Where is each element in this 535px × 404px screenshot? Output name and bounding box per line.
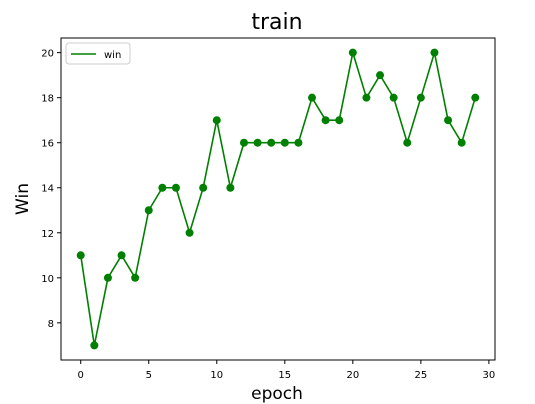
legend: win (65, 42, 131, 65)
data-point (212, 116, 221, 125)
data-point (403, 138, 412, 147)
legend-label: win (104, 50, 121, 61)
data-point (280, 138, 289, 147)
data-point (185, 228, 194, 237)
y-tick-label: 8 (48, 319, 54, 330)
series-line-win (79, 52, 477, 346)
x-tick-label: 10 (210, 370, 223, 381)
data-point (267, 138, 276, 147)
data-point (376, 71, 385, 80)
data-point (103, 273, 112, 282)
y-tick-label: 20 (41, 49, 54, 60)
x-tick-label: 0 (78, 370, 84, 381)
data-point (362, 93, 371, 102)
data-point (389, 93, 398, 102)
x-tick-label: 30 (483, 370, 496, 381)
data-point (171, 183, 180, 192)
data-point (158, 183, 167, 192)
legend-box (65, 42, 131, 65)
data-point (294, 138, 303, 147)
data-point (335, 116, 344, 125)
x-tick-label: 15 (278, 370, 291, 381)
x-tick-label: 5 (146, 370, 152, 381)
data-point (90, 341, 99, 350)
series-layer (76, 48, 480, 350)
data-point (239, 138, 248, 147)
data-point (76, 251, 85, 260)
x-axis: 0 5 10 15 20 25 30 (78, 360, 496, 381)
x-tick-label: 20 (346, 370, 359, 381)
y-axis-label: Win (13, 183, 33, 215)
x-tick-label: 25 (414, 370, 427, 381)
data-point (430, 48, 439, 57)
data-point (471, 93, 480, 102)
chart-title: train (251, 10, 302, 35)
y-tick-label: 12 (41, 229, 54, 240)
data-point (416, 93, 425, 102)
y-tick-label: 16 (41, 139, 54, 150)
y-axis: 8 10 12 14 16 18 20 (41, 49, 61, 330)
data-point (444, 116, 453, 125)
data-point (199, 183, 208, 192)
data-point (144, 206, 153, 215)
y-tick-label: 14 (41, 184, 54, 195)
data-point (131, 273, 140, 282)
data-point (321, 116, 330, 125)
data-point (308, 93, 317, 102)
plot-area (60, 37, 496, 361)
y-tick-label: 18 (41, 94, 54, 105)
data-point (457, 138, 466, 147)
y-tick-label: 10 (41, 274, 54, 285)
data-point (253, 138, 262, 147)
data-point (117, 251, 126, 260)
x-axis-label: epoch (251, 384, 303, 404)
data-point (348, 48, 357, 57)
data-point (226, 183, 235, 192)
